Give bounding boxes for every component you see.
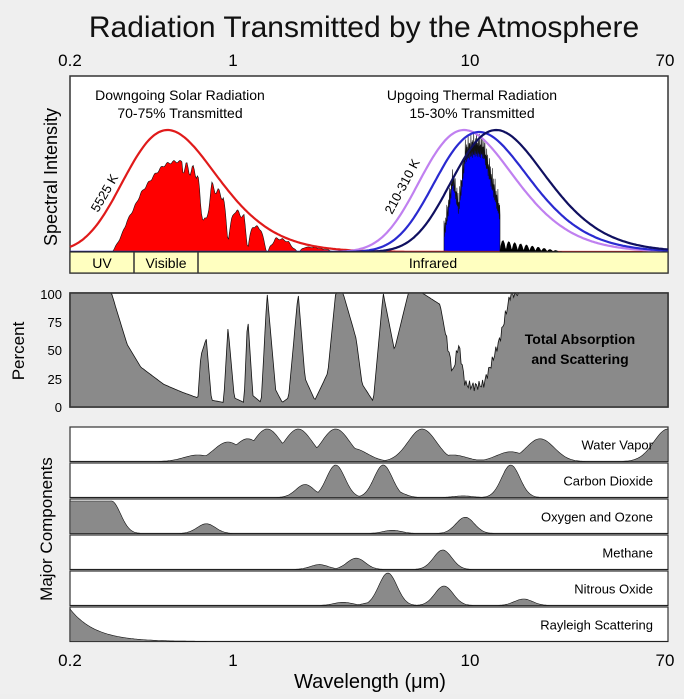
ytick-50: 50 — [48, 343, 62, 358]
top-tick-2: 10 — [461, 51, 480, 70]
absorption-ylabel: Percent — [9, 321, 28, 380]
component-area-5 — [69, 608, 668, 642]
component-label-3: Methane — [602, 545, 653, 560]
thermal-subtitle: 15-30% Transmitted — [409, 105, 534, 121]
component-label-4: Nitrous Oxide — [574, 581, 653, 596]
bottom-tick-1: 1 — [228, 651, 237, 670]
band-visible-label: Visible — [146, 255, 187, 271]
component-label-5: Rayleigh Scattering — [540, 617, 653, 632]
thermal-window-detail — [499, 240, 563, 253]
absorption-label-line2: and Scattering — [531, 351, 628, 367]
thermal-title: Upgoing Thermal Radiation — [387, 87, 557, 103]
top-tick-labels: 0.2 1 10 70 — [58, 51, 674, 70]
band-bar — [69, 251, 669, 274]
spectral-panel: Downgoing Solar Radiation 70-75% Transmi… — [69, 75, 669, 274]
absorption-label-line1: Total Absorption — [525, 331, 635, 347]
chart-title: Radiation Transmitted by the Atmosphere — [89, 11, 639, 44]
component-area-3 — [70, 549, 668, 570]
component-area-2 — [69, 500, 668, 534]
ytick-75: 75 — [48, 315, 62, 330]
bottom-tick-labels: 0.2 1 10 70 — [58, 651, 674, 670]
bottom-tick-3: 70 — [656, 651, 675, 670]
spectral-ylabel: Spectral Intensity — [41, 108, 61, 246]
solar-title: Downgoing Solar Radiation — [95, 87, 265, 103]
component-row-3 — [69, 534, 669, 571]
components-ylabel: Major Components — [37, 457, 56, 601]
top-tick-3: 70 — [656, 51, 675, 70]
x-axis-label: Wavelength (μm) — [294, 671, 446, 693]
components-panel: Water Vapor Carbon Dioxide Oxygen and Ozon… — [69, 426, 669, 643]
bottom-tick-2: 10 — [461, 651, 480, 670]
component-label-0: Water Vapor — [581, 437, 653, 452]
component-area-1 — [70, 464, 668, 498]
absorption-panel-border — [69, 292, 669, 408]
component-area-0 — [70, 428, 669, 462]
component-row-4 — [69, 570, 669, 607]
component-label-1: Carbon Dioxide — [563, 473, 653, 488]
band-uv-label: UV — [92, 255, 112, 271]
component-area-4 — [70, 572, 668, 606]
bottom-tick-0: 0.2 — [58, 651, 82, 670]
top-tick-0: 0.2 — [58, 51, 82, 70]
component-label-2: Oxygen and Ozone — [541, 509, 653, 524]
absorption-panel: Total Absorption and Scattering 100 75 5… — [40, 287, 669, 415]
band-infrared-label: Infrared — [409, 255, 457, 271]
solar-subtitle: 70-75% Transmitted — [117, 105, 242, 121]
top-tick-1: 1 — [228, 51, 237, 70]
ytick-0: 0 — [55, 400, 62, 415]
ytick-25: 25 — [48, 372, 62, 387]
ytick-100: 100 — [40, 287, 62, 302]
